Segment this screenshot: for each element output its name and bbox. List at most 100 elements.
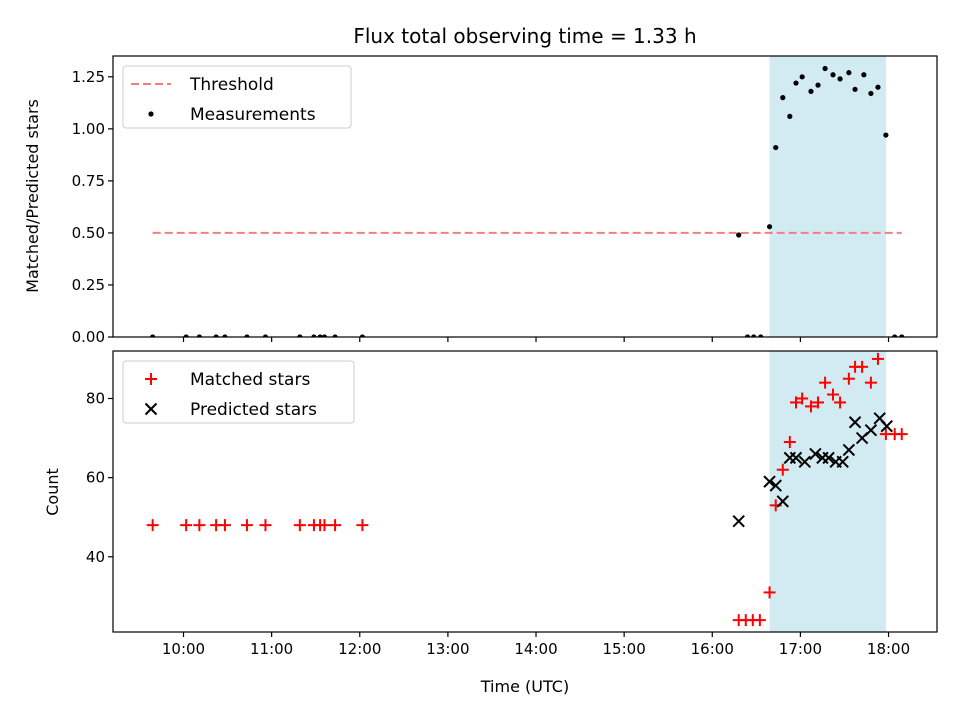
bottom-x-tick-label: 18:00 (867, 640, 910, 658)
predicted-stars-point (763, 475, 776, 488)
measurements-point (321, 334, 328, 337)
bottom-legend-box (122, 360, 355, 424)
predicted-stars-point (809, 447, 822, 461)
bottom-y-tick-label: 80 (86, 389, 105, 407)
matched-stars-point (834, 396, 847, 409)
matched-stars-point (796, 392, 809, 405)
matched-stars-point (776, 463, 789, 476)
measurements-point (751, 334, 757, 337)
measurements-point (297, 334, 303, 337)
measurements-point (213, 334, 219, 337)
matched-stars-point (789, 396, 802, 409)
top-y-axis-label: Matched/Predicted stars (23, 99, 42, 293)
matched-stars-point (819, 376, 832, 389)
bottom-x-tick-label: 17:00 (779, 640, 822, 658)
bottom-legend: Matched stars Predicted stars (122, 360, 355, 424)
measurements-point (875, 84, 881, 90)
measurements-point (359, 334, 366, 337)
bottom-x-tick-label: 13:00 (426, 640, 469, 658)
measurements-point (244, 334, 250, 337)
matched-stars-point (753, 614, 766, 627)
measurements-point (837, 76, 843, 82)
measurements-point (868, 90, 874, 97)
top-y-tick-label: 0.25 (72, 276, 105, 294)
x-axis-label: Time (UTC) (480, 677, 569, 696)
measurements-point (196, 334, 202, 337)
matched-stars-point (356, 519, 369, 532)
matched-stars-point (146, 519, 159, 532)
measurements-point (883, 132, 889, 138)
measurements-point (222, 334, 228, 337)
bottom-y-tick-label: 40 (86, 548, 105, 566)
top-y-tick-label: 0.00 (72, 328, 105, 346)
matched-stars-point (329, 519, 342, 532)
top-y-tick-label: 0.75 (72, 172, 105, 190)
matched-stars-point (318, 519, 331, 532)
predicted-stars-legend-handle (144, 402, 158, 416)
matched-stars-point (871, 352, 884, 365)
bottom-x-tick-label: 15:00 (603, 640, 646, 658)
measurements-point (787, 113, 793, 119)
measurements-point (758, 334, 764, 337)
predicted-stars-point (822, 451, 835, 465)
matched-stars-legend-label: Matched stars (190, 370, 310, 390)
matched-stars-point (856, 360, 869, 373)
predicted-stars-point (798, 455, 812, 469)
bottom-data-layer (146, 352, 908, 627)
top-axes-frame (112, 55, 938, 338)
predicted-stars-point (842, 443, 856, 457)
matched-stars-point (827, 388, 840, 401)
measurements-point (773, 144, 779, 151)
top-y-tick-label: 1.25 (72, 68, 105, 86)
measurements-point (780, 95, 786, 101)
measurements-point (262, 334, 269, 337)
top-legend: Threshold Measurements (122, 65, 352, 129)
bottom-panel: 40 60 80 10:00 11:00 12:00 13:00 14:00 15:00 16:0… (86, 350, 938, 658)
measurements-point (852, 86, 858, 92)
top-data-layer (150, 65, 905, 337)
measurements-point (899, 334, 905, 337)
predicted-stars-point (776, 495, 789, 508)
measurements-point (892, 334, 898, 337)
predicted-stars-point (836, 455, 849, 469)
bottom-y-tick-label: 60 (86, 469, 105, 487)
matched-stars-point (895, 428, 908, 441)
bottom-observing-span (769, 351, 886, 632)
matched-stars-point (812, 396, 825, 409)
bottom-axes-frame (112, 350, 938, 633)
measurements-point (766, 224, 773, 230)
predicted-stars-point (769, 479, 782, 492)
measurements-point (311, 334, 317, 337)
bottom-x-tick-label: 14:00 (514, 640, 557, 658)
measurements-point (736, 232, 742, 238)
measurements-point (830, 72, 836, 78)
measurements-point (799, 74, 805, 80)
predicted-stars-legend-label: Predicted stars (190, 400, 317, 420)
matched-stars-point (293, 519, 306, 532)
matched-stars-point (218, 519, 231, 532)
measurements-point (861, 72, 867, 78)
measurements-point (808, 88, 814, 94)
threshold-legend-label: Threshold (189, 75, 274, 95)
matched-stars-point (864, 376, 877, 389)
matched-stars-point (842, 372, 855, 385)
predicted-stars-point (880, 419, 893, 433)
bottom-x-tick-label: 11:00 (250, 640, 293, 658)
measurements-point (183, 334, 189, 337)
matched-stars-point (763, 586, 776, 599)
bottom-x-tick-label: 12:00 (338, 640, 381, 658)
measurements-legend-handle (148, 111, 154, 117)
matched-stars-point (193, 519, 206, 532)
top-observing-span (769, 56, 886, 337)
measurements-point (317, 334, 323, 337)
matched-stars-point (259, 519, 272, 532)
measurements-point (822, 65, 828, 72)
predicted-stars-point (732, 514, 745, 528)
predicted-stars-point (848, 416, 862, 429)
measurements-point (744, 334, 751, 337)
top-y-tick-label: 1.00 (72, 120, 105, 138)
matched-stars-point (240, 519, 253, 532)
measurements-point (150, 334, 156, 337)
top-legend-box (122, 65, 352, 129)
